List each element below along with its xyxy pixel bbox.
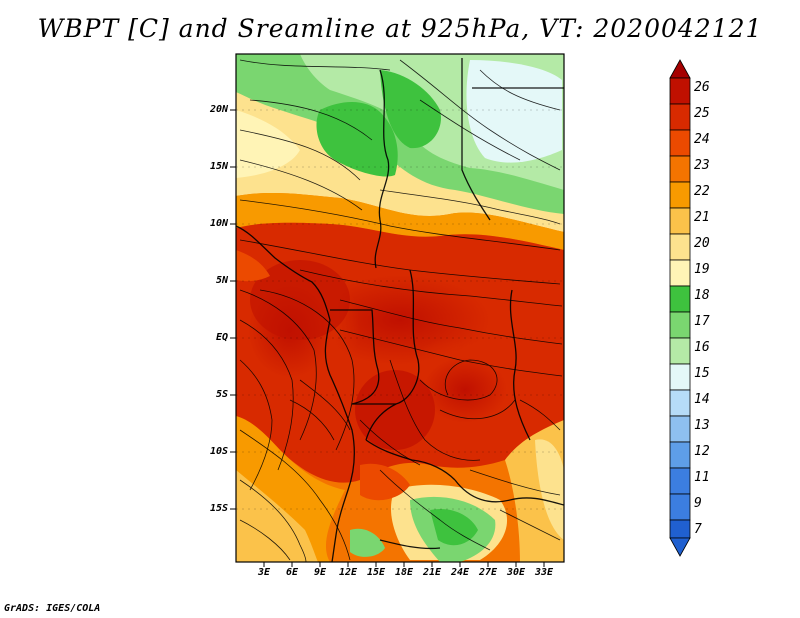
lon-label: 21E <box>422 567 442 578</box>
lat-label: 5S <box>215 389 228 400</box>
colorbar-swatch <box>669 285 691 313</box>
colorbar-swatch <box>669 181 691 209</box>
colorbar-swatch <box>669 467 691 495</box>
streamlines <box>239 59 563 562</box>
colorbar-label: 21 <box>694 210 710 225</box>
colorbar-swatch <box>669 441 691 469</box>
colorbar-label: 7 <box>694 522 702 537</box>
colorbar-label: 23 <box>694 158 710 173</box>
colorbar-swatch <box>669 77 691 105</box>
lat-label: 10S <box>209 446 228 457</box>
map-title: WBPT [C] and Sreamline at 925hPa, VT: 20… <box>37 14 763 43</box>
grads-credit: GrADS: IGES/COLA <box>4 603 101 614</box>
lat-label: 20N <box>209 104 228 115</box>
colorbar-label: 17 <box>694 314 710 329</box>
colorbar-label: 16 <box>694 340 710 355</box>
colorbar-label: 26 <box>694 80 710 95</box>
lon-label: 27E <box>478 567 498 578</box>
colorbar-swatch <box>669 337 691 365</box>
map-frame <box>235 53 565 563</box>
wbpt-field <box>236 54 564 562</box>
colorbar-label: 15 <box>694 366 710 381</box>
lon-label: 30E <box>506 567 526 578</box>
lon-label: 3E <box>257 567 271 578</box>
colorbar-swatch <box>669 129 691 157</box>
colorbar-label: 22 <box>694 184 710 199</box>
colorbar-swatch <box>669 389 691 417</box>
lat-label: 15S <box>209 503 228 514</box>
colorbar-label: 19 <box>694 262 710 277</box>
colorbar-label: 25 <box>694 106 710 121</box>
colorbar-swatch <box>669 259 691 287</box>
colorbar-bottom-arrow <box>669 537 691 557</box>
colorbar-swatch <box>669 519 691 539</box>
colorbar-swatch <box>669 311 691 339</box>
colorbar-swatch <box>669 493 691 521</box>
lon-label: 6E <box>285 567 299 578</box>
colorbar-label: 13 <box>694 418 710 433</box>
lat-label: EQ <box>215 332 228 343</box>
lon-label: 18E <box>394 567 414 578</box>
colorbar-label: 18 <box>694 288 710 303</box>
lat-label: 10N <box>209 218 228 229</box>
colorbar-swatch <box>669 233 691 261</box>
lon-label: 15E <box>366 567 386 578</box>
colorbar-swatch <box>669 363 691 391</box>
lat-label: 5N <box>215 275 228 286</box>
colorbar-swatch <box>669 415 691 443</box>
lon-label: 33E <box>534 567 554 578</box>
colorbar-label: 9 <box>694 496 702 511</box>
colorbar <box>669 59 691 557</box>
colorbar-label: 20 <box>694 236 710 251</box>
axis-ticks <box>230 109 545 567</box>
colorbar-label: 11 <box>694 470 710 485</box>
colorbar-swatch <box>669 207 691 235</box>
lon-label: 9E <box>313 567 327 578</box>
colorbar-top-arrow <box>669 59 691 79</box>
colorbar-label: 24 <box>694 132 710 147</box>
colorbar-swatch <box>669 103 691 131</box>
colorbar-label: 12 <box>694 444 710 459</box>
colorbar-label: 14 <box>694 392 710 407</box>
lat-label: 15N <box>209 161 228 172</box>
colorbar-swatch <box>669 155 691 183</box>
lon-label: 24E <box>450 567 470 578</box>
lon-label: 12E <box>338 567 358 578</box>
